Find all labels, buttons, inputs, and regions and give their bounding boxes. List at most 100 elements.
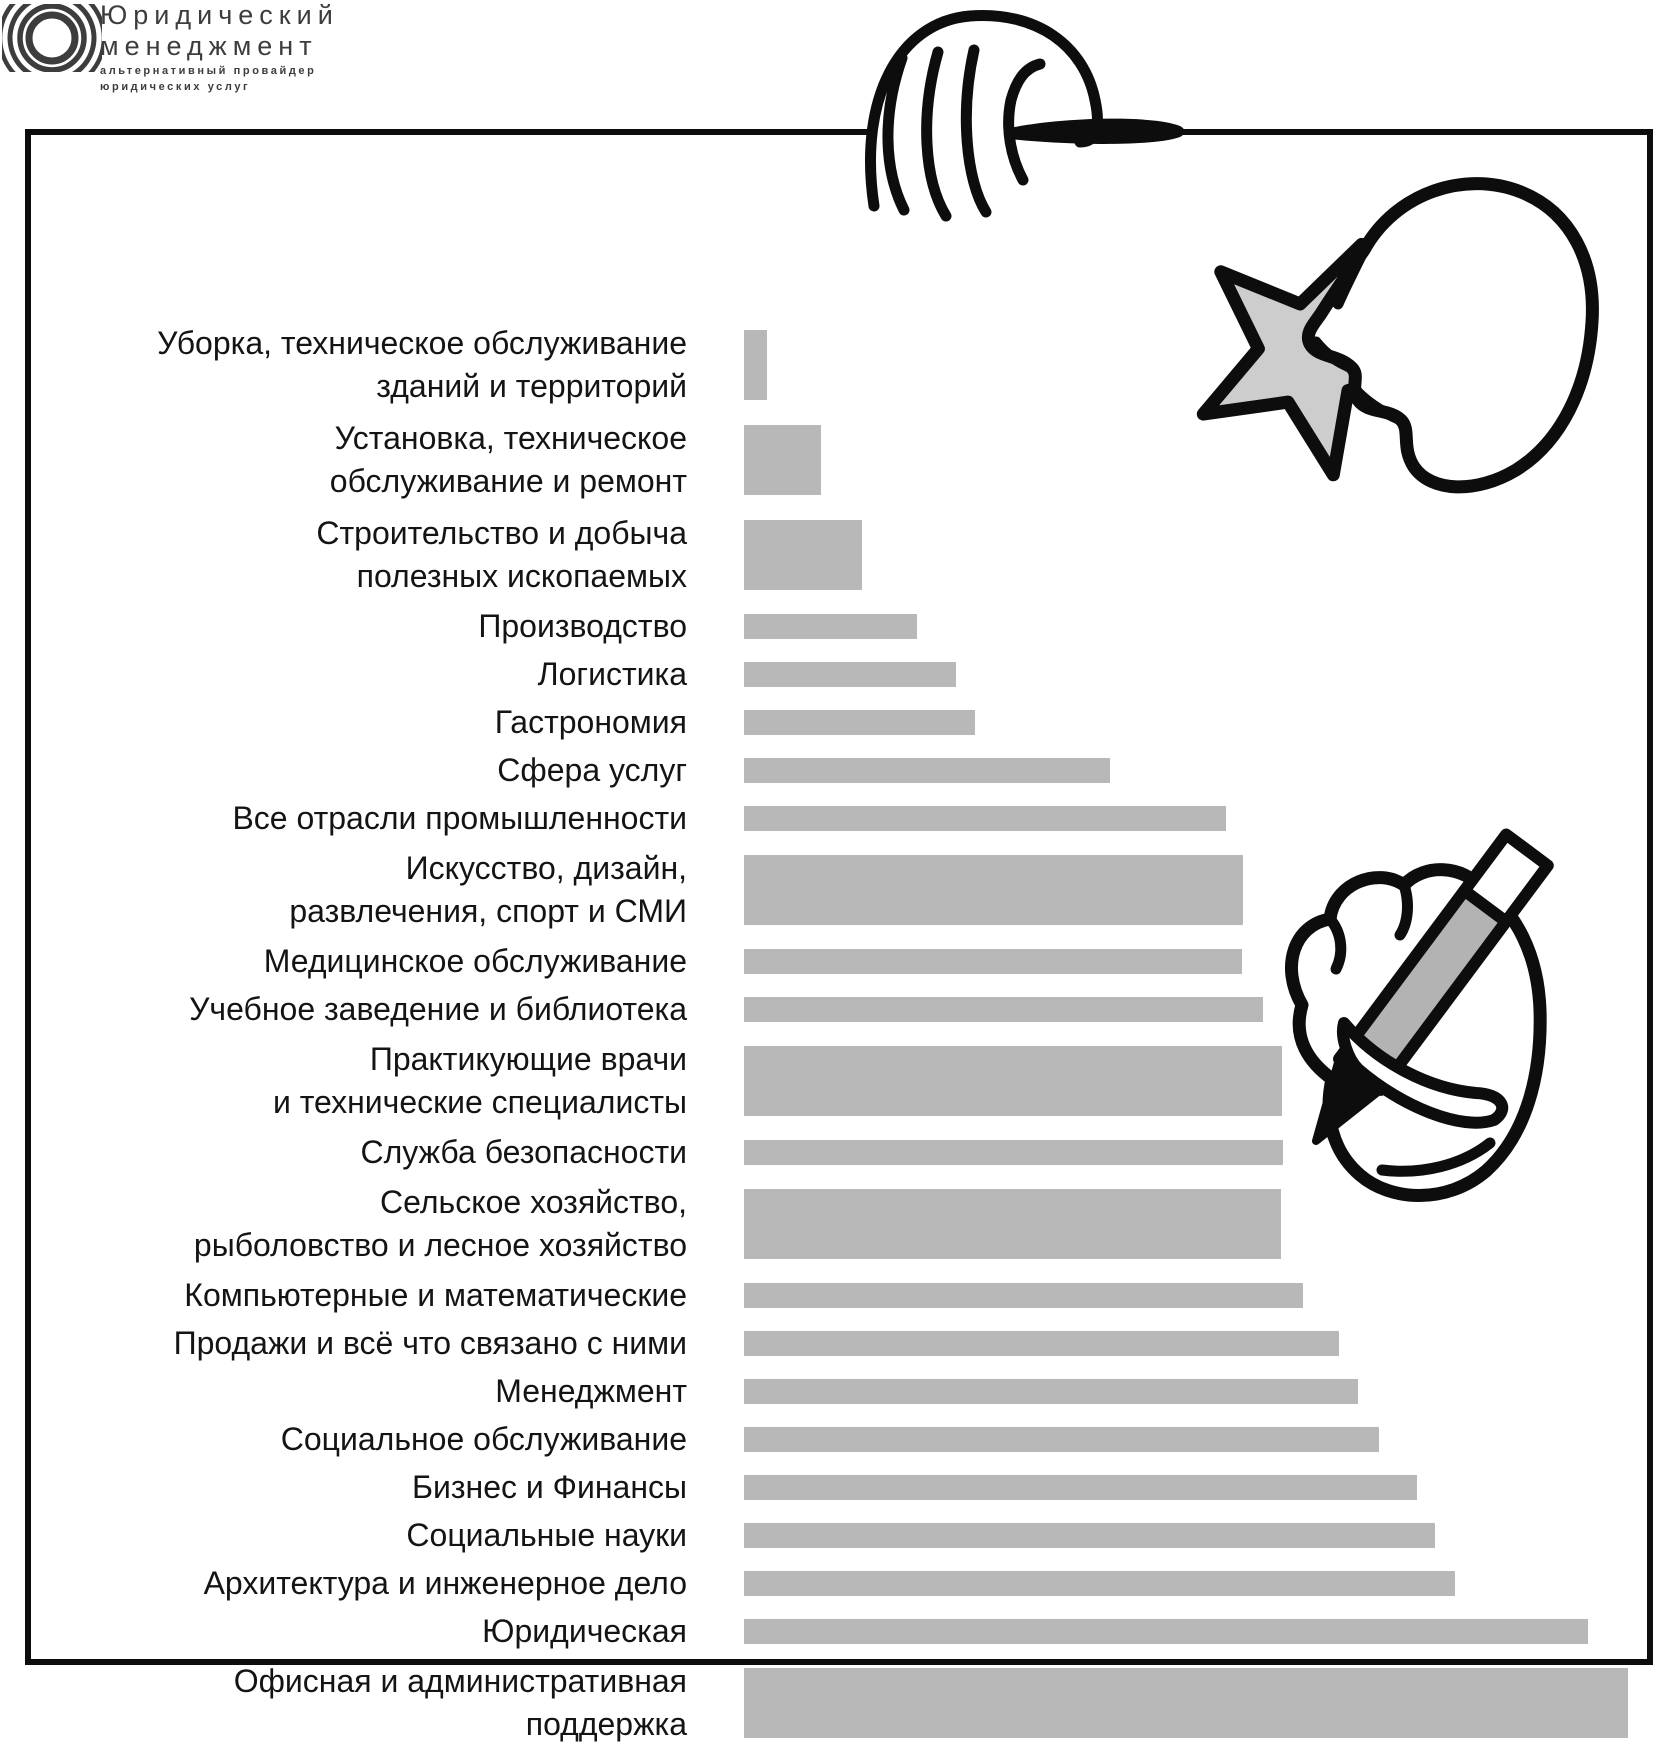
chart-row: Продажи и всё что связано с ними	[62, 1319, 1680, 1367]
bar-track	[744, 661, 1680, 687]
category-label: Логистика	[537, 655, 687, 692]
category-label: Искусство, дизайн, развлечения, спорт и С…	[289, 849, 687, 929]
logo-text: Юридический менеджмент альтернативный пр…	[100, 0, 339, 94]
category-label: Медицинское обслуживание	[263, 942, 687, 979]
bar	[744, 805, 1226, 831]
category-label: Уборка, техническое обслуживание зданий и…	[157, 324, 687, 404]
logo: Юридический менеджмент альтернативный пр…	[0, 0, 420, 100]
chart-row: Медицинское обслуживание	[62, 937, 1680, 985]
chart-row: Социальное обслуживание	[62, 1415, 1680, 1463]
category-label: Учебное заведение и библиотека	[189, 990, 687, 1027]
bar	[744, 1426, 1379, 1452]
bar	[744, 709, 975, 735]
chart-row: Сельское хозяйство, рыболовство и лесное …	[62, 1176, 1680, 1271]
logo-subtitle-line2: юридических услуг	[100, 81, 251, 93]
bar	[744, 1570, 1455, 1596]
bar-track	[744, 1618, 1680, 1644]
category-label: Компьютерные и математические	[184, 1276, 687, 1313]
logo-title-line1: Юридический	[100, 0, 339, 30]
infographic-page: { "logo": { "title_line1": "Юридический"…	[0, 0, 1653, 1742]
bar-track	[744, 1282, 1680, 1308]
bar	[744, 1330, 1339, 1356]
bar	[744, 329, 767, 400]
bar	[744, 1667, 1628, 1738]
bar-track	[744, 1378, 1680, 1404]
bar	[744, 1474, 1417, 1500]
category-label: Юридическая	[482, 1612, 687, 1649]
chart-row: Установка, техническое обслуживание и рем…	[62, 412, 1680, 507]
chart-row: Социальные науки	[62, 1511, 1680, 1559]
chart-row: Бизнес и Финансы	[62, 1463, 1680, 1511]
bar	[744, 854, 1243, 925]
chart-row: Сфера услуг	[62, 746, 1680, 794]
category-label: Служба безопасности	[360, 1133, 687, 1170]
pencil-icon	[1312, 828, 1554, 1145]
category-label: Производство	[478, 607, 687, 644]
bar-track	[744, 1330, 1680, 1356]
bar	[744, 757, 1110, 783]
bar-track	[744, 1570, 1680, 1596]
bar	[744, 1618, 1589, 1644]
chart-row: Архитектура и инженерное дело	[62, 1559, 1680, 1607]
bar	[744, 1139, 1284, 1165]
bar-track	[744, 709, 1680, 735]
chart-row: Компьютерные и математические	[62, 1271, 1680, 1319]
bar	[744, 1282, 1303, 1308]
chart-row: Служба безопасности	[62, 1128, 1680, 1176]
chart-rows: Уборка, техническое обслуживание зданий и…	[62, 317, 1680, 1750]
bar	[744, 1045, 1283, 1116]
bar-track	[744, 519, 1680, 590]
logo-subtitle-line1: альтернативный провайдер	[100, 65, 317, 77]
bar	[744, 948, 1242, 974]
chart-row: Искусство, дизайн, развлечения, спорт и С…	[62, 842, 1680, 937]
logo-title-line2: менеджмент	[100, 31, 318, 61]
bar	[744, 996, 1263, 1022]
category-label: Сельское хозяйство, рыболовство и лесное …	[193, 1183, 687, 1263]
bar-track	[744, 1474, 1680, 1500]
bar-track	[744, 329, 1680, 400]
bar-track	[744, 948, 1680, 974]
bar-track	[744, 1139, 1680, 1165]
chart-row: Гастрономия	[62, 698, 1680, 746]
bar-track	[744, 424, 1680, 495]
category-label: Менеджмент	[495, 1372, 687, 1409]
category-label: Все отрасли промышленности	[232, 799, 687, 836]
bar-track	[744, 757, 1680, 783]
bar	[744, 613, 918, 639]
chart-row: Все отрасли промышленности	[62, 794, 1680, 842]
hand-holding-star-icon	[1096, 162, 1606, 522]
bar	[744, 1378, 1359, 1404]
chart-row: Строительство и добыча полезных ископаемы…	[62, 507, 1680, 602]
category-label: Строительство и добыча полезных ископаемы…	[316, 514, 687, 594]
bar	[744, 661, 957, 687]
bar	[744, 1188, 1281, 1259]
chart-row: Производство	[62, 602, 1680, 650]
bar-track	[744, 1667, 1680, 1738]
category-label: Установка, техническое обслуживание и рем…	[329, 419, 687, 499]
bar-track	[744, 1045, 1680, 1116]
bar-track	[744, 1188, 1680, 1259]
chart-row: Уборка, техническое обслуживание зданий и…	[62, 317, 1680, 412]
category-label: Продажи и всё что связано с ними	[173, 1324, 687, 1361]
bar	[744, 424, 821, 495]
hand-over-frame-icon	[818, 0, 1198, 228]
category-label: Социальные науки	[406, 1516, 687, 1553]
bar-track	[744, 1522, 1680, 1548]
category-label: Практикующие врачи и технические специали…	[272, 1040, 687, 1120]
chart-row: Менеджмент	[62, 1367, 1680, 1415]
chart-row: Практикующие врачи и технические специали…	[62, 1033, 1680, 1128]
category-label: Архитектура и инженерное дело	[203, 1564, 687, 1601]
chart-row: Офисная и административная поддержка	[62, 1655, 1680, 1750]
bar	[744, 1522, 1436, 1548]
chart-row: Логистика	[62, 650, 1680, 698]
bar-track	[744, 996, 1680, 1022]
category-label: Офисная и административная поддержка	[233, 1662, 687, 1742]
category-label: Сфера услуг	[497, 751, 687, 788]
bar-track	[744, 613, 1680, 639]
hand-writing-icon	[1232, 775, 1562, 1205]
logo-rings-icon	[2, 0, 102, 86]
bar-track	[744, 1426, 1680, 1452]
bar	[744, 519, 862, 590]
chart-row: Учебное заведение и библиотека	[62, 985, 1680, 1033]
category-label: Бизнес и Финансы	[411, 1468, 687, 1505]
